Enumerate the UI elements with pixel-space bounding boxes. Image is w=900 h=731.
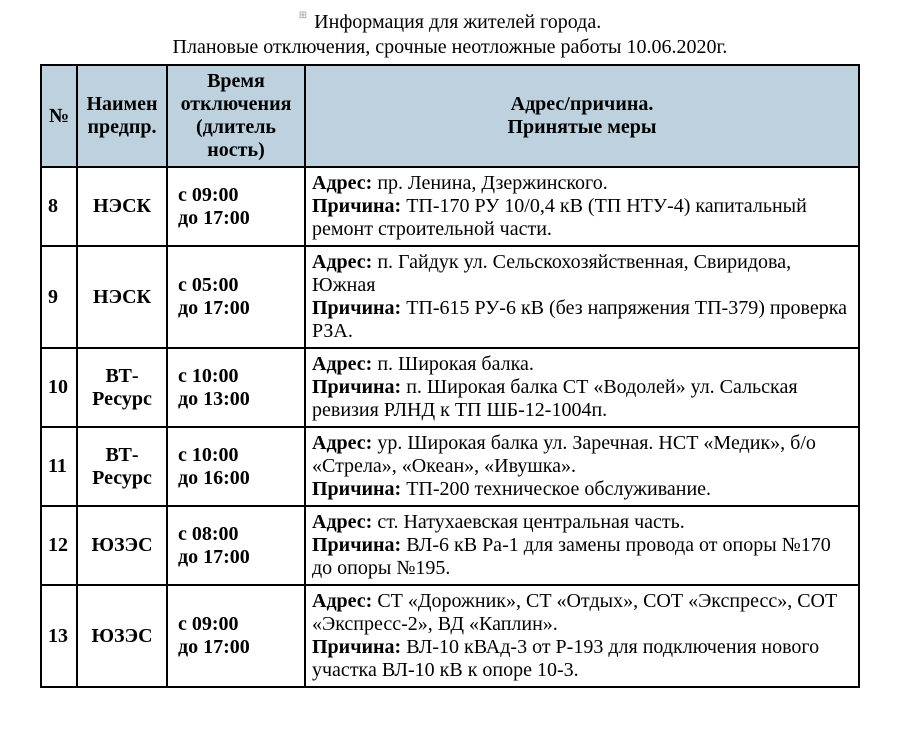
address-text: ст. Натухаевская центральная часть. <box>372 511 684 533</box>
table-body: 8НЭСКс 09:00до 17:00Адрес: пр. Ленина, Д… <box>41 167 859 687</box>
time-to: до 17:00 <box>178 546 250 568</box>
cell-org: ЮЗЭС <box>77 506 167 585</box>
cell-num: 12 <box>41 506 77 585</box>
label-reason: Причина: <box>312 297 401 319</box>
table-row: 13ЮЗЭСс 09:00до 17:00Адрес: СТ «Дорожник… <box>41 585 859 687</box>
title-line-1: Информация для жителей города. <box>314 11 601 33</box>
outages-table: № Наимен предпр. Время отключения (длите… <box>40 64 860 688</box>
label-address: Адрес: <box>312 432 372 454</box>
address-text: ур. Широкая балка ул. Заречная. НСТ «Мед… <box>312 432 816 477</box>
label-address: Адрес: <box>312 353 372 375</box>
table-row: 11ВТ-Ресурсс 10:00до 16:00Адрес: ур. Шир… <box>41 427 859 506</box>
table-row: 12ЮЗЭСс 08:00до 17:00Адрес: ст. Натухаев… <box>41 506 859 585</box>
title-line-2: Плановые отключения, срочные неотложные … <box>173 36 728 58</box>
time-to: до 17:00 <box>178 207 250 229</box>
col-header-addr-l1: Адрес/причина. <box>511 93 654 115</box>
cell-time: с 05:00до 17:00 <box>167 246 305 348</box>
cell-time: с 09:00до 17:00 <box>167 585 305 687</box>
label-address: Адрес: <box>312 511 372 533</box>
label-address: Адрес: <box>312 590 372 612</box>
address-text: п. Широкая балка. <box>372 353 534 375</box>
label-reason: Причина: <box>312 636 401 658</box>
time-to: до 17:00 <box>178 636 250 658</box>
reason-text: ТП-200 техническое обслуживание. <box>401 478 711 500</box>
cell-num: 11 <box>41 427 77 506</box>
cell-time: с 08:00до 17:00 <box>167 506 305 585</box>
label-reason: Причина: <box>312 195 401 217</box>
cell-org: ЮЗЭС <box>77 585 167 687</box>
time-from: с 05:00 <box>178 274 239 296</box>
time-from: с 10:00 <box>178 365 239 387</box>
address-text: СТ «Дорожник», СТ «Отдых», СОТ «Экспресс… <box>312 590 837 635</box>
label-reason: Причина: <box>312 534 401 556</box>
cell-num: 10 <box>41 348 77 427</box>
label-address: Адрес: <box>312 172 372 194</box>
cell-org: ВТ-Ресурс <box>77 348 167 427</box>
time-to: до 16:00 <box>178 467 250 489</box>
label-reason: Причина: <box>312 376 401 398</box>
table-row: 10ВТ-Ресурсс 10:00до 13:00Адрес: п. Широ… <box>41 348 859 427</box>
time-from: с 10:00 <box>178 444 239 466</box>
cell-addr-reason: Адрес: ст. Натухаевская центральная част… <box>305 506 859 585</box>
col-header-num: № <box>41 65 77 167</box>
cell-org: ВТ-Ресурс <box>77 427 167 506</box>
cell-org: НЭСК <box>77 167 167 246</box>
label-reason: Причина: <box>312 478 401 500</box>
col-header-time: Время отключения (длитель ность) <box>167 65 305 167</box>
table-row: 9НЭСКс 05:00до 17:00Адрес: п. Гайдук ул.… <box>41 246 859 348</box>
time-from: с 09:00 <box>178 184 239 206</box>
table-anchor-icon: ⊞ <box>299 10 307 21</box>
cell-addr-reason: Адрес: п. Гайдук ул. Сельскохозяйственна… <box>305 246 859 348</box>
cell-addr-reason: Адрес: ур. Широкая балка ул. Заречная. Н… <box>305 427 859 506</box>
cell-num: 8 <box>41 167 77 246</box>
cell-addr-reason: Адрес: пр. Ленина, Дзержинского.Причина:… <box>305 167 859 246</box>
cell-time: с 10:00до 13:00 <box>167 348 305 427</box>
address-text: пр. Ленина, Дзержинского. <box>372 172 607 194</box>
table-row: 8НЭСКс 09:00до 17:00Адрес: пр. Ленина, Д… <box>41 167 859 246</box>
cell-org: НЭСК <box>77 246 167 348</box>
col-header-org: Наимен предпр. <box>77 65 167 167</box>
label-address: Адрес: <box>312 251 372 273</box>
table-header-row: № Наимен предпр. Время отключения (длите… <box>41 65 859 167</box>
col-header-addr-l2: Принятые меры <box>507 116 656 138</box>
time-to: до 17:00 <box>178 297 250 319</box>
address-text: п. Гайдук ул. Сельскохозяйственная, Свир… <box>312 251 791 296</box>
cell-num: 9 <box>41 246 77 348</box>
cell-num: 13 <box>41 585 77 687</box>
cell-time: с 09:00до 17:00 <box>167 167 305 246</box>
time-from: с 09:00 <box>178 613 239 635</box>
title-block: ⊞ Информация для жителей города. Плановы… <box>40 10 860 60</box>
time-from: с 08:00 <box>178 523 239 545</box>
time-to: до 13:00 <box>178 388 250 410</box>
cell-time: с 10:00до 16:00 <box>167 427 305 506</box>
cell-addr-reason: Адрес: СТ «Дорожник», СТ «Отдых», СОТ «Э… <box>305 585 859 687</box>
col-header-addr: Адрес/причина. Принятые меры <box>305 65 859 167</box>
cell-addr-reason: Адрес: п. Широкая балка.Причина: п. Широ… <box>305 348 859 427</box>
